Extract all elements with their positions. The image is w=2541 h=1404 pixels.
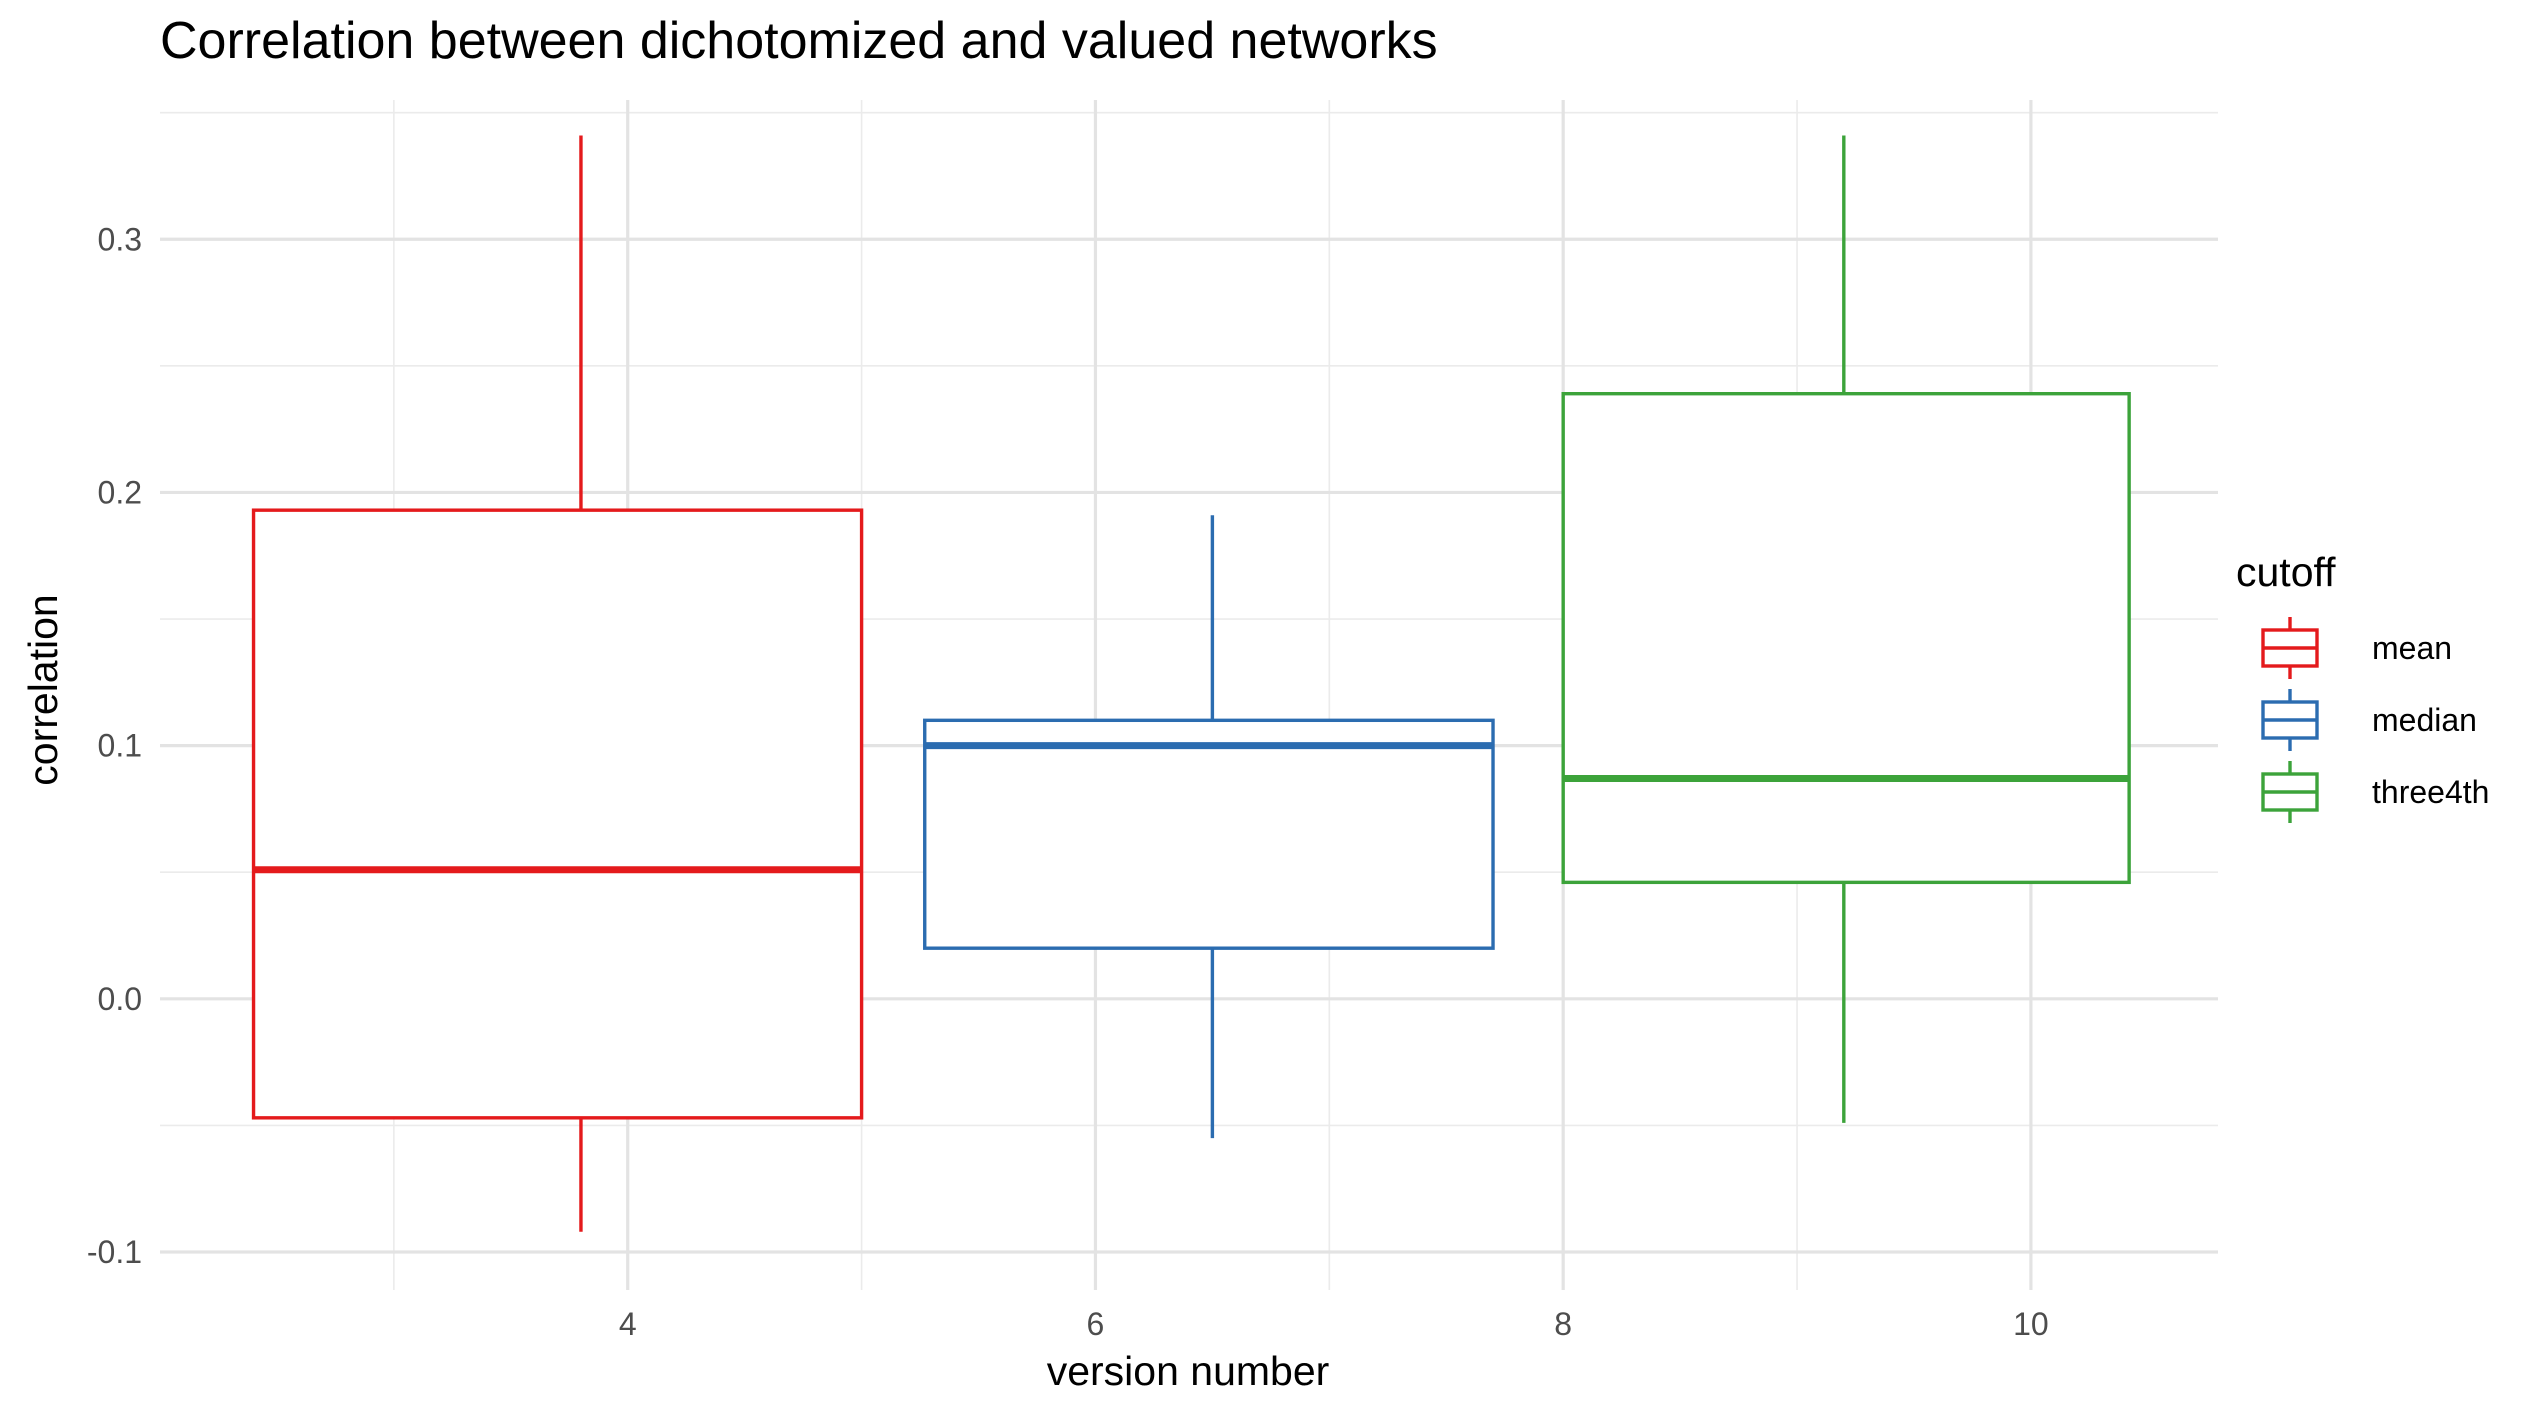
interquartile-box — [1561, 392, 2131, 885]
x-tick-label: 6 — [1087, 1306, 1105, 1342]
legend-title: cutoff — [2236, 549, 2336, 595]
x-tick-label: 10 — [2013, 1306, 2049, 1342]
legend-label: mean — [2372, 630, 2452, 666]
legend-item-mean: mean — [2261, 617, 2452, 679]
legend-item-three4th: three4th — [2261, 761, 2489, 823]
box-layer — [251, 135, 2131, 1232]
boxplot-three4th — [1561, 135, 2131, 1123]
y-tick-label: 0.0 — [98, 981, 142, 1017]
axis-layer: -0.1 0.0 0.1 0.2 0.3 4 6 8 10 — [87, 221, 2049, 1342]
legend-label: three4th — [2372, 774, 2489, 810]
x-tick-label: 4 — [619, 1306, 637, 1342]
y-tick-label: 0.2 — [98, 474, 142, 510]
boxplot-mean — [251, 135, 864, 1232]
x-axis-title: version number — [1047, 1348, 1330, 1394]
y-tick-label: -0.1 — [87, 1234, 142, 1270]
boxplot-median — [923, 515, 1495, 1139]
legend-label: median — [2372, 702, 2477, 738]
interquartile-box — [251, 508, 864, 1120]
y-tick-label: 0.1 — [98, 728, 142, 764]
y-axis-title: correlation — [20, 594, 66, 785]
x-tick-label: 8 — [1554, 1306, 1572, 1342]
legend: cutoff mean median three4th — [2236, 549, 2489, 823]
interquartile-box — [923, 718, 1495, 950]
legend-item-median: median — [2261, 689, 2477, 751]
y-tick-label: 0.3 — [98, 221, 142, 257]
chart-title: Correlation between dichotomized and val… — [160, 12, 1438, 70]
